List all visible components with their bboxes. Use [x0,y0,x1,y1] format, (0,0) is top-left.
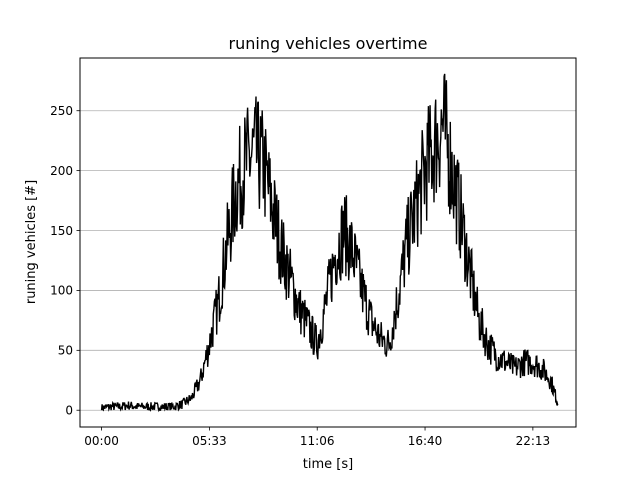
y-axis-label: runing vehicles [#] [24,180,39,304]
x-tick-label: 22:13 [516,434,551,448]
y-tick-label: 100 [50,284,73,298]
x-axis-label: time [s] [303,457,353,472]
chart-title: runing vehicles overtime [229,34,428,53]
y-tick-label: 0 [65,404,73,418]
x-axis-ticks: 00:00 05:33 11:06 16:40 22:13 [84,427,550,448]
y-tick-label: 150 [50,224,73,238]
x-tick-label: 05:33 [192,434,227,448]
y-tick-label: 250 [50,104,73,118]
x-tick-label: 00:00 [84,434,119,448]
plot-frame [79,57,577,428]
y-tick-label: 50 [58,344,73,358]
y-tick-label: 200 [50,164,73,178]
series-group [100,73,559,413]
gridlines [80,110,576,411]
x-tick-label: 11:06 [300,434,335,448]
x-tick-label: 16:40 [408,434,443,448]
y-axis-ticks: 0 50 100 150 200 250 [50,104,80,418]
series-line [100,73,559,413]
